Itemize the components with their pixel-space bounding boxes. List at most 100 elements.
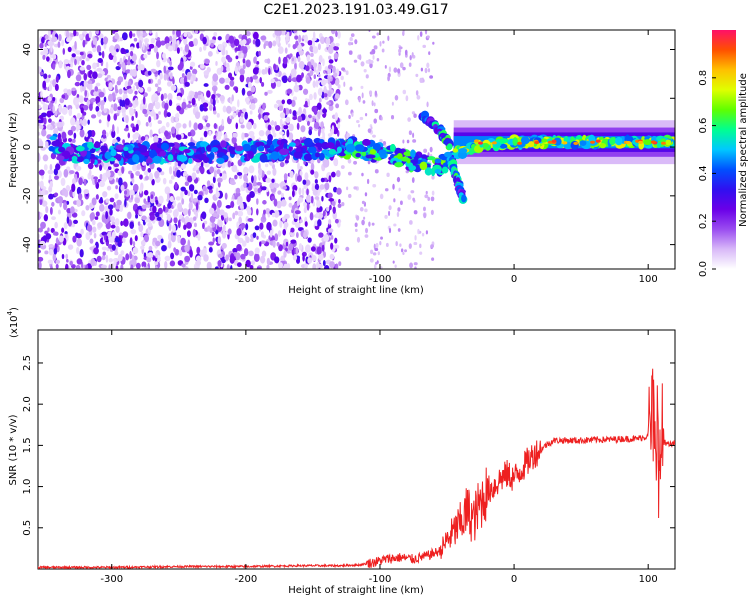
spectrogram-noise-cell — [425, 230, 428, 235]
spectrogram-noise-cell — [270, 120, 275, 126]
spectrogram-band-cell — [86, 151, 91, 159]
spectrogram-noise-cell — [176, 95, 182, 101]
spectrogram-noise-cell — [140, 231, 144, 238]
spectrogram-noise-cell — [78, 34, 83, 39]
spectrogram-noise-cell — [315, 79, 319, 88]
spectrogram-noise-cell — [170, 175, 175, 180]
spectrogram-noise-cell — [215, 187, 219, 195]
spectrogram-noise-cell — [158, 168, 162, 173]
spectrogram-noise-cell — [87, 53, 93, 59]
spectrogram-noise-cell — [157, 120, 162, 125]
spectrogram-noise-cell — [259, 255, 266, 264]
spectrogram-noise-cell — [365, 59, 370, 64]
spectrogram-noise-cell — [243, 166, 249, 175]
spectrogram-noise-cell — [134, 235, 138, 242]
spectrogram-noise-cell — [257, 187, 262, 194]
spectrogram-noise-cell — [129, 250, 132, 260]
spectrogram-noise-cell — [81, 86, 86, 92]
spectrogram-noise-cell — [327, 91, 332, 98]
spectrogram-noise-cell — [321, 195, 324, 202]
spectrogram-noise-cell — [222, 105, 227, 113]
spectrogram-noise-cell — [234, 210, 239, 216]
spectrogram-noise-cell — [65, 253, 69, 260]
spectrogram-noise-cell — [148, 245, 153, 251]
spectrogram-noise-cell — [101, 50, 105, 59]
spectrogram-noise-cell — [48, 74, 51, 79]
spectrogram-noise-cell — [123, 73, 127, 80]
spectrogram-noise-cell — [337, 84, 341, 89]
spectrogram-noise-cell — [119, 57, 123, 65]
spectrogram-noise-cell — [374, 169, 379, 174]
spectrogram-noise-cell — [130, 46, 134, 51]
spectrogram-noise-cell — [294, 62, 297, 71]
spectrogram-noise-cell — [398, 52, 401, 56]
spectrogram-noise-cell — [103, 234, 107, 241]
spectrogram-noise-cell — [184, 181, 189, 187]
spectrogram-noise-cell — [253, 56, 257, 64]
spectrogram-noise-cell — [333, 157, 339, 167]
spectrogram-noise-cell — [194, 30, 199, 35]
spectrogram-noise-cell — [361, 219, 365, 226]
spectrogram-noise-cell — [199, 63, 205, 69]
spectrogram-noise-cell — [270, 195, 276, 201]
spectrogram-noise-cell — [256, 235, 259, 240]
spectrogram-noise-cell — [132, 85, 136, 92]
spectrogram-noise-cell — [395, 241, 398, 247]
spectrogram-noise-cell — [69, 260, 73, 266]
spectrogram-noise-cell — [382, 140, 387, 146]
spectrogram-noise-cell — [176, 169, 182, 178]
spectrogram-noise-cell — [52, 105, 55, 114]
spectrogram-noise-cell — [42, 103, 49, 111]
spectrogram-noise-cell — [245, 59, 251, 68]
spectrogram-noise-cell — [323, 93, 328, 98]
spectrogram-band-cell — [394, 162, 404, 168]
spectrogram-band-cell — [167, 154, 174, 162]
spectrogram-y-tick-label: 40 — [22, 43, 33, 56]
spectrogram-noise-cell — [330, 234, 334, 240]
spectrogram-noise-cell — [58, 235, 64, 243]
spectrogram-noise-cell — [91, 130, 95, 138]
spectrogram-noise-cell — [282, 263, 289, 269]
spectrogram-noise-cell — [262, 200, 267, 205]
spectrogram-noise-cell — [274, 125, 281, 131]
spectrogram-noise-cell — [170, 234, 176, 243]
spectrogram-noise-cell — [371, 222, 375, 226]
spectrogram-noise-cell — [285, 116, 291, 124]
spectrogram-band-cell — [361, 150, 367, 157]
spectrogram-noise-cell — [212, 97, 216, 107]
spectrogram-noise-cell — [83, 80, 88, 88]
spectrogram-noise-cell — [214, 266, 219, 269]
spectrogram-noise-cell — [207, 50, 213, 57]
spectrogram-noise-cell — [101, 231, 108, 236]
spectrogram-noise-cell — [261, 81, 265, 87]
spectrogram-noise-cell — [130, 228, 137, 235]
spectrogram-noise-cell — [58, 60, 63, 69]
spectrogram-noise-cell — [249, 191, 255, 198]
spectrogram-noise-cell — [269, 182, 275, 190]
spectrogram-noise-cell — [74, 81, 81, 87]
spectrogram-noise-cell — [334, 93, 340, 99]
spectrogram-noise-cell — [283, 250, 287, 258]
spectrogram-noise-cell — [186, 230, 191, 237]
spectrogram-noise-cell — [140, 240, 146, 246]
spectrogram-noise-cell — [74, 120, 81, 126]
spectrogram-noise-cell — [55, 237, 59, 245]
spectrogram-noise-cell — [274, 30, 281, 36]
spectrogram-noise-cell — [124, 98, 130, 106]
spectrogram-noise-cell — [176, 105, 182, 112]
spectrogram-noise-cell — [365, 227, 369, 234]
spectrogram-peak-cell — [590, 140, 596, 144]
spectrogram-noise-cell — [168, 35, 173, 42]
spectrogram-noise-cell — [279, 118, 283, 127]
spectrogram-noise-cell — [88, 169, 92, 177]
spectrogram-noise-cell — [171, 204, 174, 209]
spectrogram-band-cell — [206, 153, 215, 159]
spectrogram-noise-cell — [256, 198, 259, 205]
spectrogram-noise-cell — [147, 70, 152, 76]
spectrogram-noise-cell — [125, 49, 129, 54]
spectrogram-noise-cell — [46, 110, 52, 118]
spectrogram-noise-cell — [373, 264, 377, 269]
spectrogram-noise-cell — [312, 263, 317, 269]
spectrogram-noise-cell — [408, 130, 412, 136]
spectrogram-noise-cell — [304, 244, 311, 253]
